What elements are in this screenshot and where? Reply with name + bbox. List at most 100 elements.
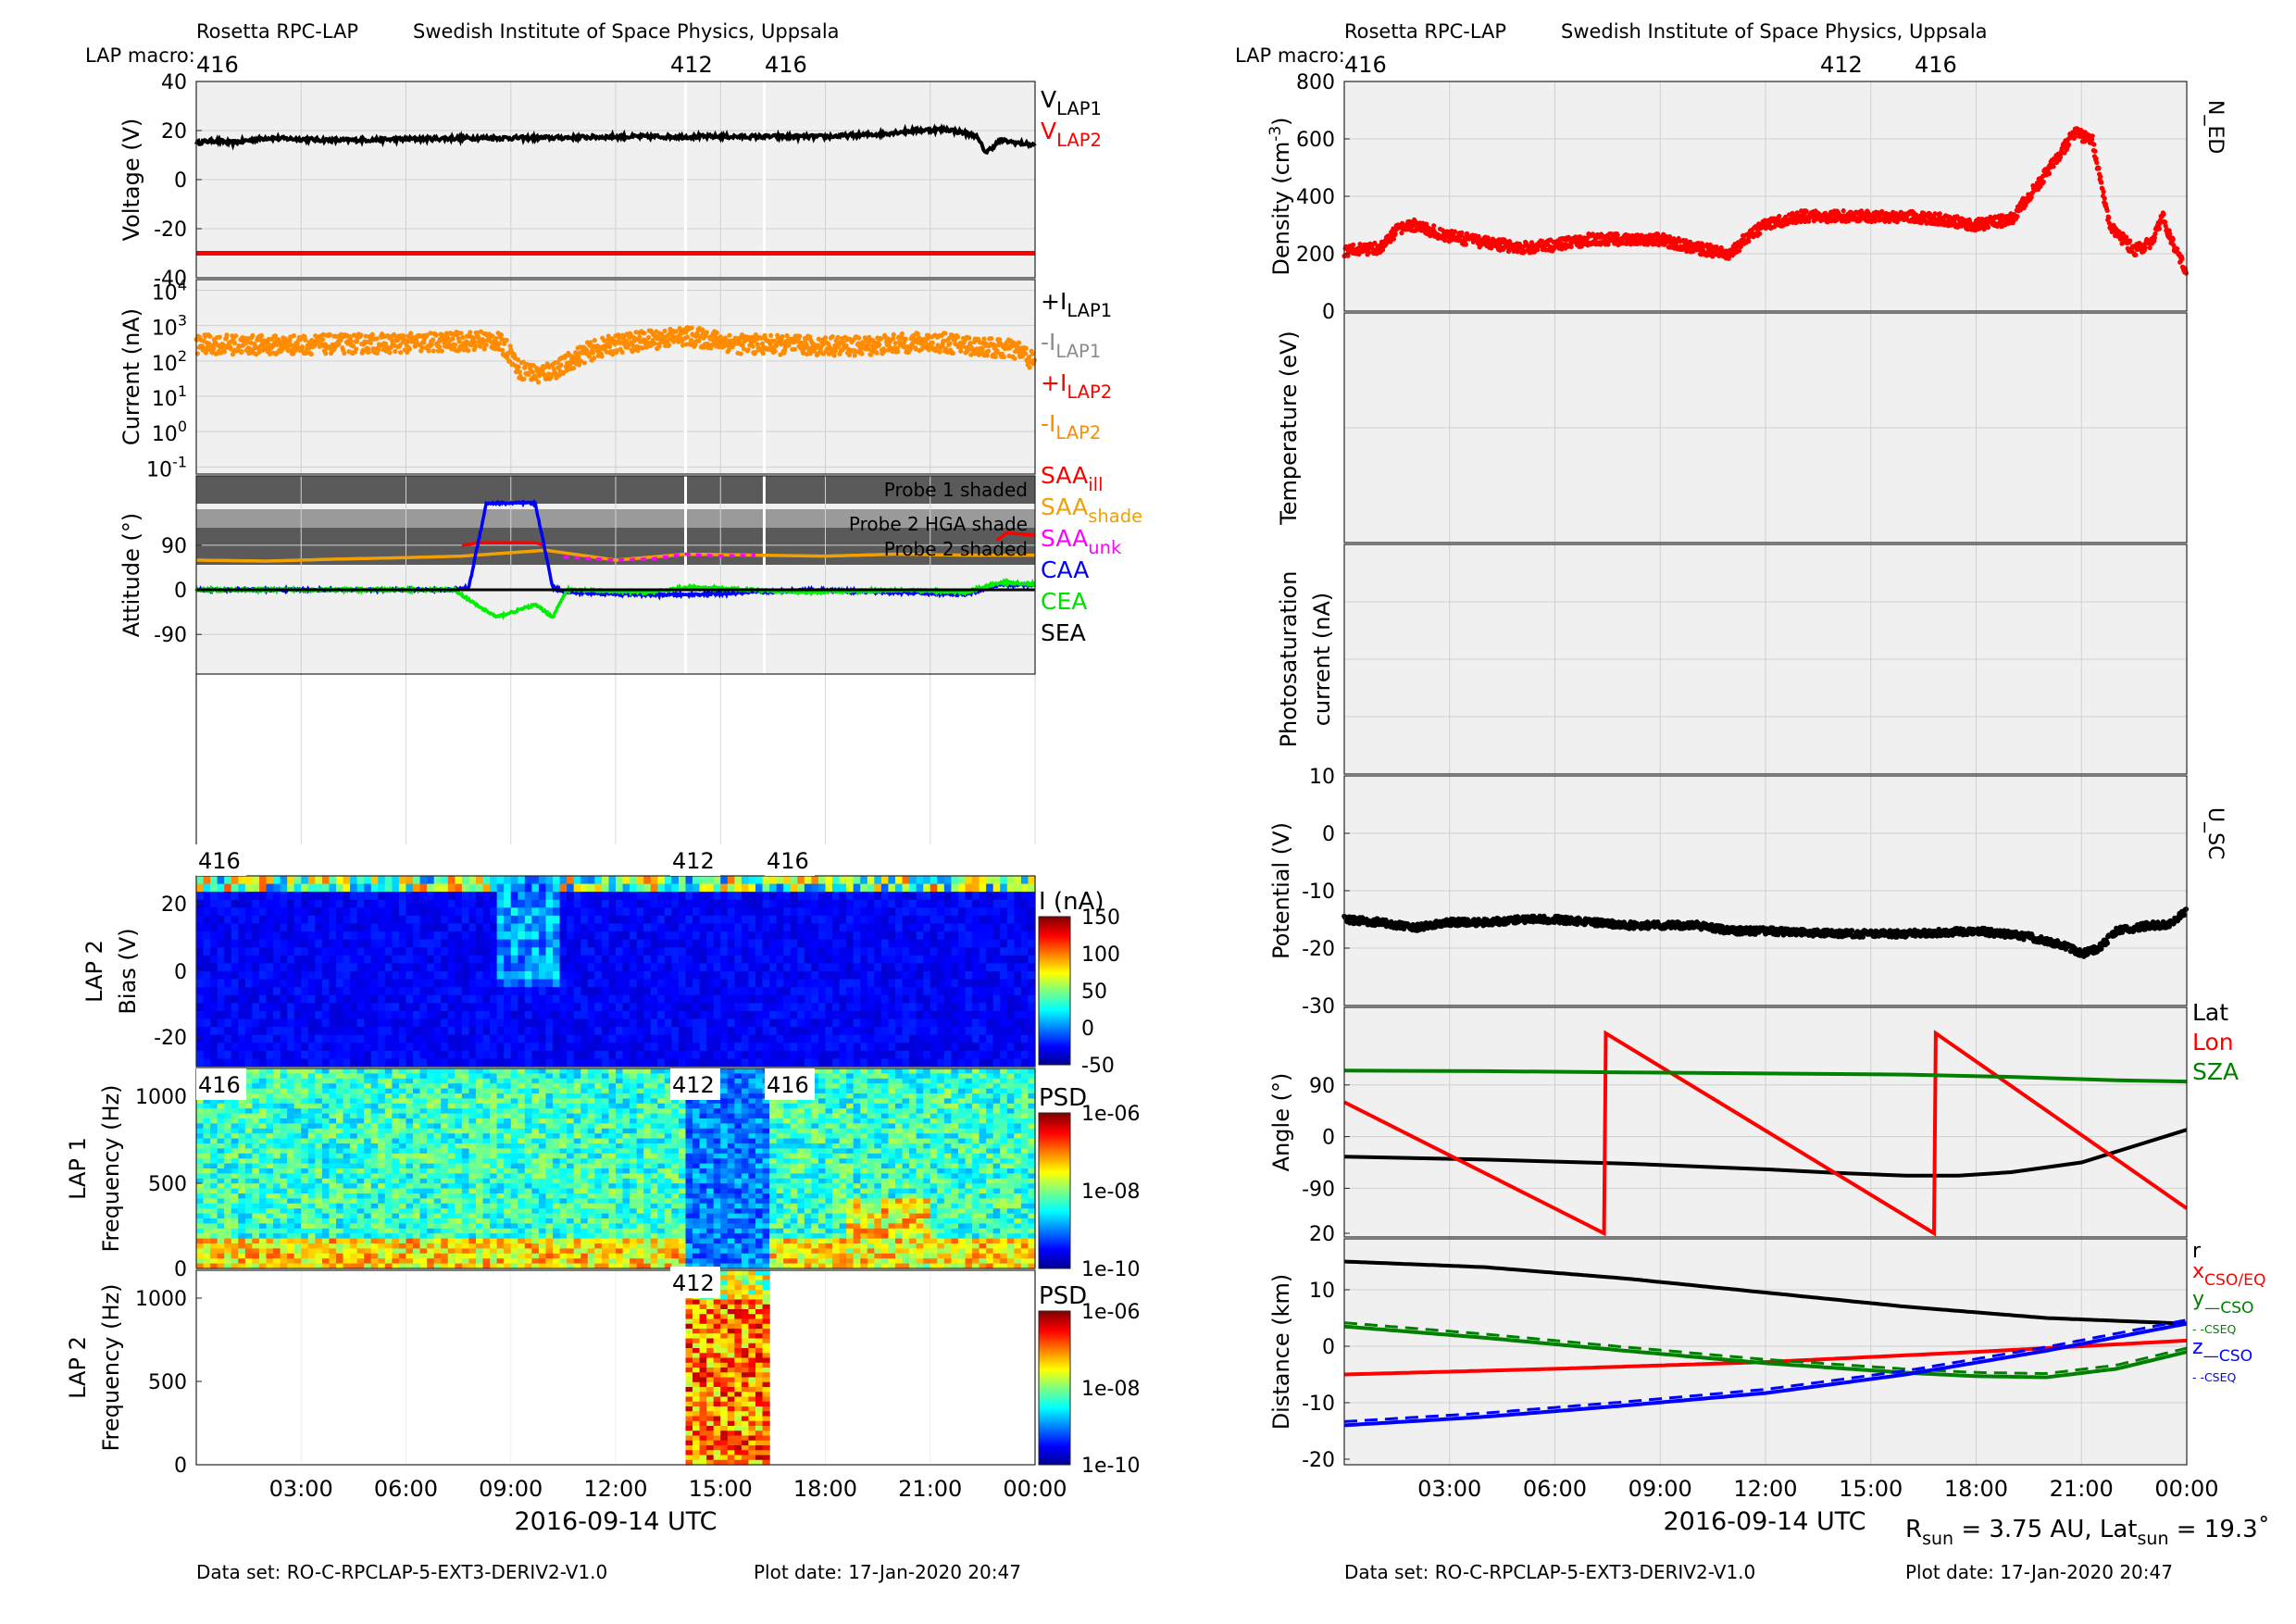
sweep-panel-cell (406, 899, 414, 908)
psd1-panel-cell (273, 1163, 281, 1169)
sweep-panel-cell (336, 1043, 344, 1052)
sweep-panel-cell (350, 915, 358, 925)
sweep-panel-cell (321, 1010, 331, 1020)
sweep-panel-cell (1028, 1003, 1036, 1012)
sweep-panel-cell (643, 915, 652, 925)
sweep-panel-cell (846, 979, 855, 988)
sweep-panel-cell (468, 923, 477, 932)
sweep-panel-cell (293, 892, 302, 901)
sweep-panel-cell (482, 947, 491, 956)
sweep-panel-cell (567, 1058, 575, 1068)
sweep-panel-cell (567, 1010, 575, 1020)
sweep-panel-cell (378, 1003, 386, 1012)
psd1-panel-cell (280, 1248, 288, 1255)
sweep-panel-cell (741, 907, 750, 917)
ilap2-point (992, 354, 998, 359)
sweep-panel-cell (972, 923, 980, 932)
sweep-panel-cell (741, 1034, 750, 1043)
sweep-panel-cell (217, 907, 225, 917)
sweep-panel-cell (1006, 979, 1015, 988)
sweep-panel-cell (343, 939, 351, 948)
sweep-panel-cell (825, 1058, 833, 1068)
sweep-panel-cell (832, 939, 841, 948)
sweep-panel-cell (531, 1003, 540, 1012)
sweep-panel-cell (622, 907, 630, 917)
sweep-panel-cell (504, 1058, 512, 1068)
sweep-panel-cell (678, 907, 687, 917)
psd1-panel-cell (217, 1238, 225, 1244)
sweep-panel-cell (923, 883, 931, 893)
psd1-panel-cell (196, 1108, 205, 1115)
sweep-panel-cell (972, 1018, 980, 1028)
sweep-panel-cell (280, 939, 288, 948)
psd1-panel-cell (203, 1158, 211, 1165)
psd1-panel-cell (258, 1103, 268, 1109)
sweep-panel-cell (693, 907, 701, 917)
sweep-panel-cell (307, 1010, 316, 1020)
sweep-panel-cell (447, 876, 455, 885)
psd1-panel-cell (210, 1228, 218, 1234)
instrument-title-left: Rosetta RPC-LAP (196, 20, 359, 43)
sweep-panel-cell (616, 979, 624, 988)
sweep-panel-cell (287, 1034, 295, 1043)
sweep-panel-cell (797, 907, 805, 917)
sweep-panel-cell (553, 1010, 561, 1020)
sweep-panel-cell (1000, 907, 1008, 917)
sweep-panel-cell (817, 939, 827, 948)
sweep-panel-cell (287, 892, 295, 901)
sweep-panel-cell (622, 994, 630, 1004)
sweep-panel-cell (846, 923, 855, 932)
sweep-panel-cell (419, 931, 428, 941)
ilap2-point (456, 339, 462, 344)
sweep-panel-cell (860, 1027, 868, 1036)
sweep-panel-cell (280, 883, 288, 893)
sweep-panel-cell (748, 899, 756, 908)
sweep-panel-cell (643, 1034, 652, 1043)
sweep-panel-cell (888, 994, 896, 1004)
sweep-panel-cell (524, 923, 532, 932)
sweep-panel-cell (804, 931, 812, 941)
sweep-panel-cell (217, 971, 225, 981)
ilap2-point (830, 333, 835, 340)
sweep-panel-cell (203, 1010, 211, 1020)
sweep-panel-cell (433, 899, 442, 908)
sweep-panel-cell (790, 931, 798, 941)
sweep-panel-cell (567, 947, 575, 956)
sweep-panel-cell (846, 883, 855, 893)
sweep-panel-cell (748, 1010, 756, 1020)
sweep-panel-cell (853, 1034, 861, 1043)
ilap2-point (211, 345, 217, 352)
sweep-panel-cell (280, 955, 288, 965)
sweep-panel-cell (734, 1027, 742, 1036)
ilap2-point (231, 341, 238, 346)
sweep-panel-cell (518, 1058, 526, 1068)
sweep-panel-cell (636, 1043, 644, 1052)
psd1-panel-cell (203, 1208, 211, 1215)
sweep-panel-cell (587, 979, 595, 988)
psd1-panel-cell (273, 1138, 281, 1144)
psd1-panel-cell (252, 1203, 260, 1209)
sweep-panel-cell (1014, 1050, 1022, 1060)
macro-label-416-b: 416 (765, 52, 807, 78)
sweep-panel-cell (880, 939, 890, 948)
sweep-panel-cell (965, 1058, 973, 1068)
sweep-panel-cell (943, 994, 952, 1004)
sweep-panel-cell (567, 883, 575, 893)
sweep-panel-cell (846, 876, 855, 885)
sweep-panel-cell (518, 883, 526, 893)
sweep-panel-cell (930, 987, 938, 996)
sweep-panel-cell (693, 923, 701, 932)
sweep-panel-cell (203, 1018, 211, 1028)
sweep-panel-cell (616, 987, 624, 996)
sweep-panel-cell (965, 876, 973, 885)
sweep-panel-cell (622, 939, 630, 948)
sweep-panel-cell (846, 939, 855, 948)
ilap2-point (468, 330, 473, 335)
sweep-panel-cell (1006, 883, 1015, 893)
sweep-panel-cell (916, 1010, 924, 1020)
sweep-panel-cell (531, 899, 540, 908)
sweep-panel-cell (307, 899, 316, 908)
sweep-panel-cell (965, 923, 973, 932)
sweep-panel-cell (817, 971, 827, 981)
sweep-panel-cell (720, 947, 729, 956)
